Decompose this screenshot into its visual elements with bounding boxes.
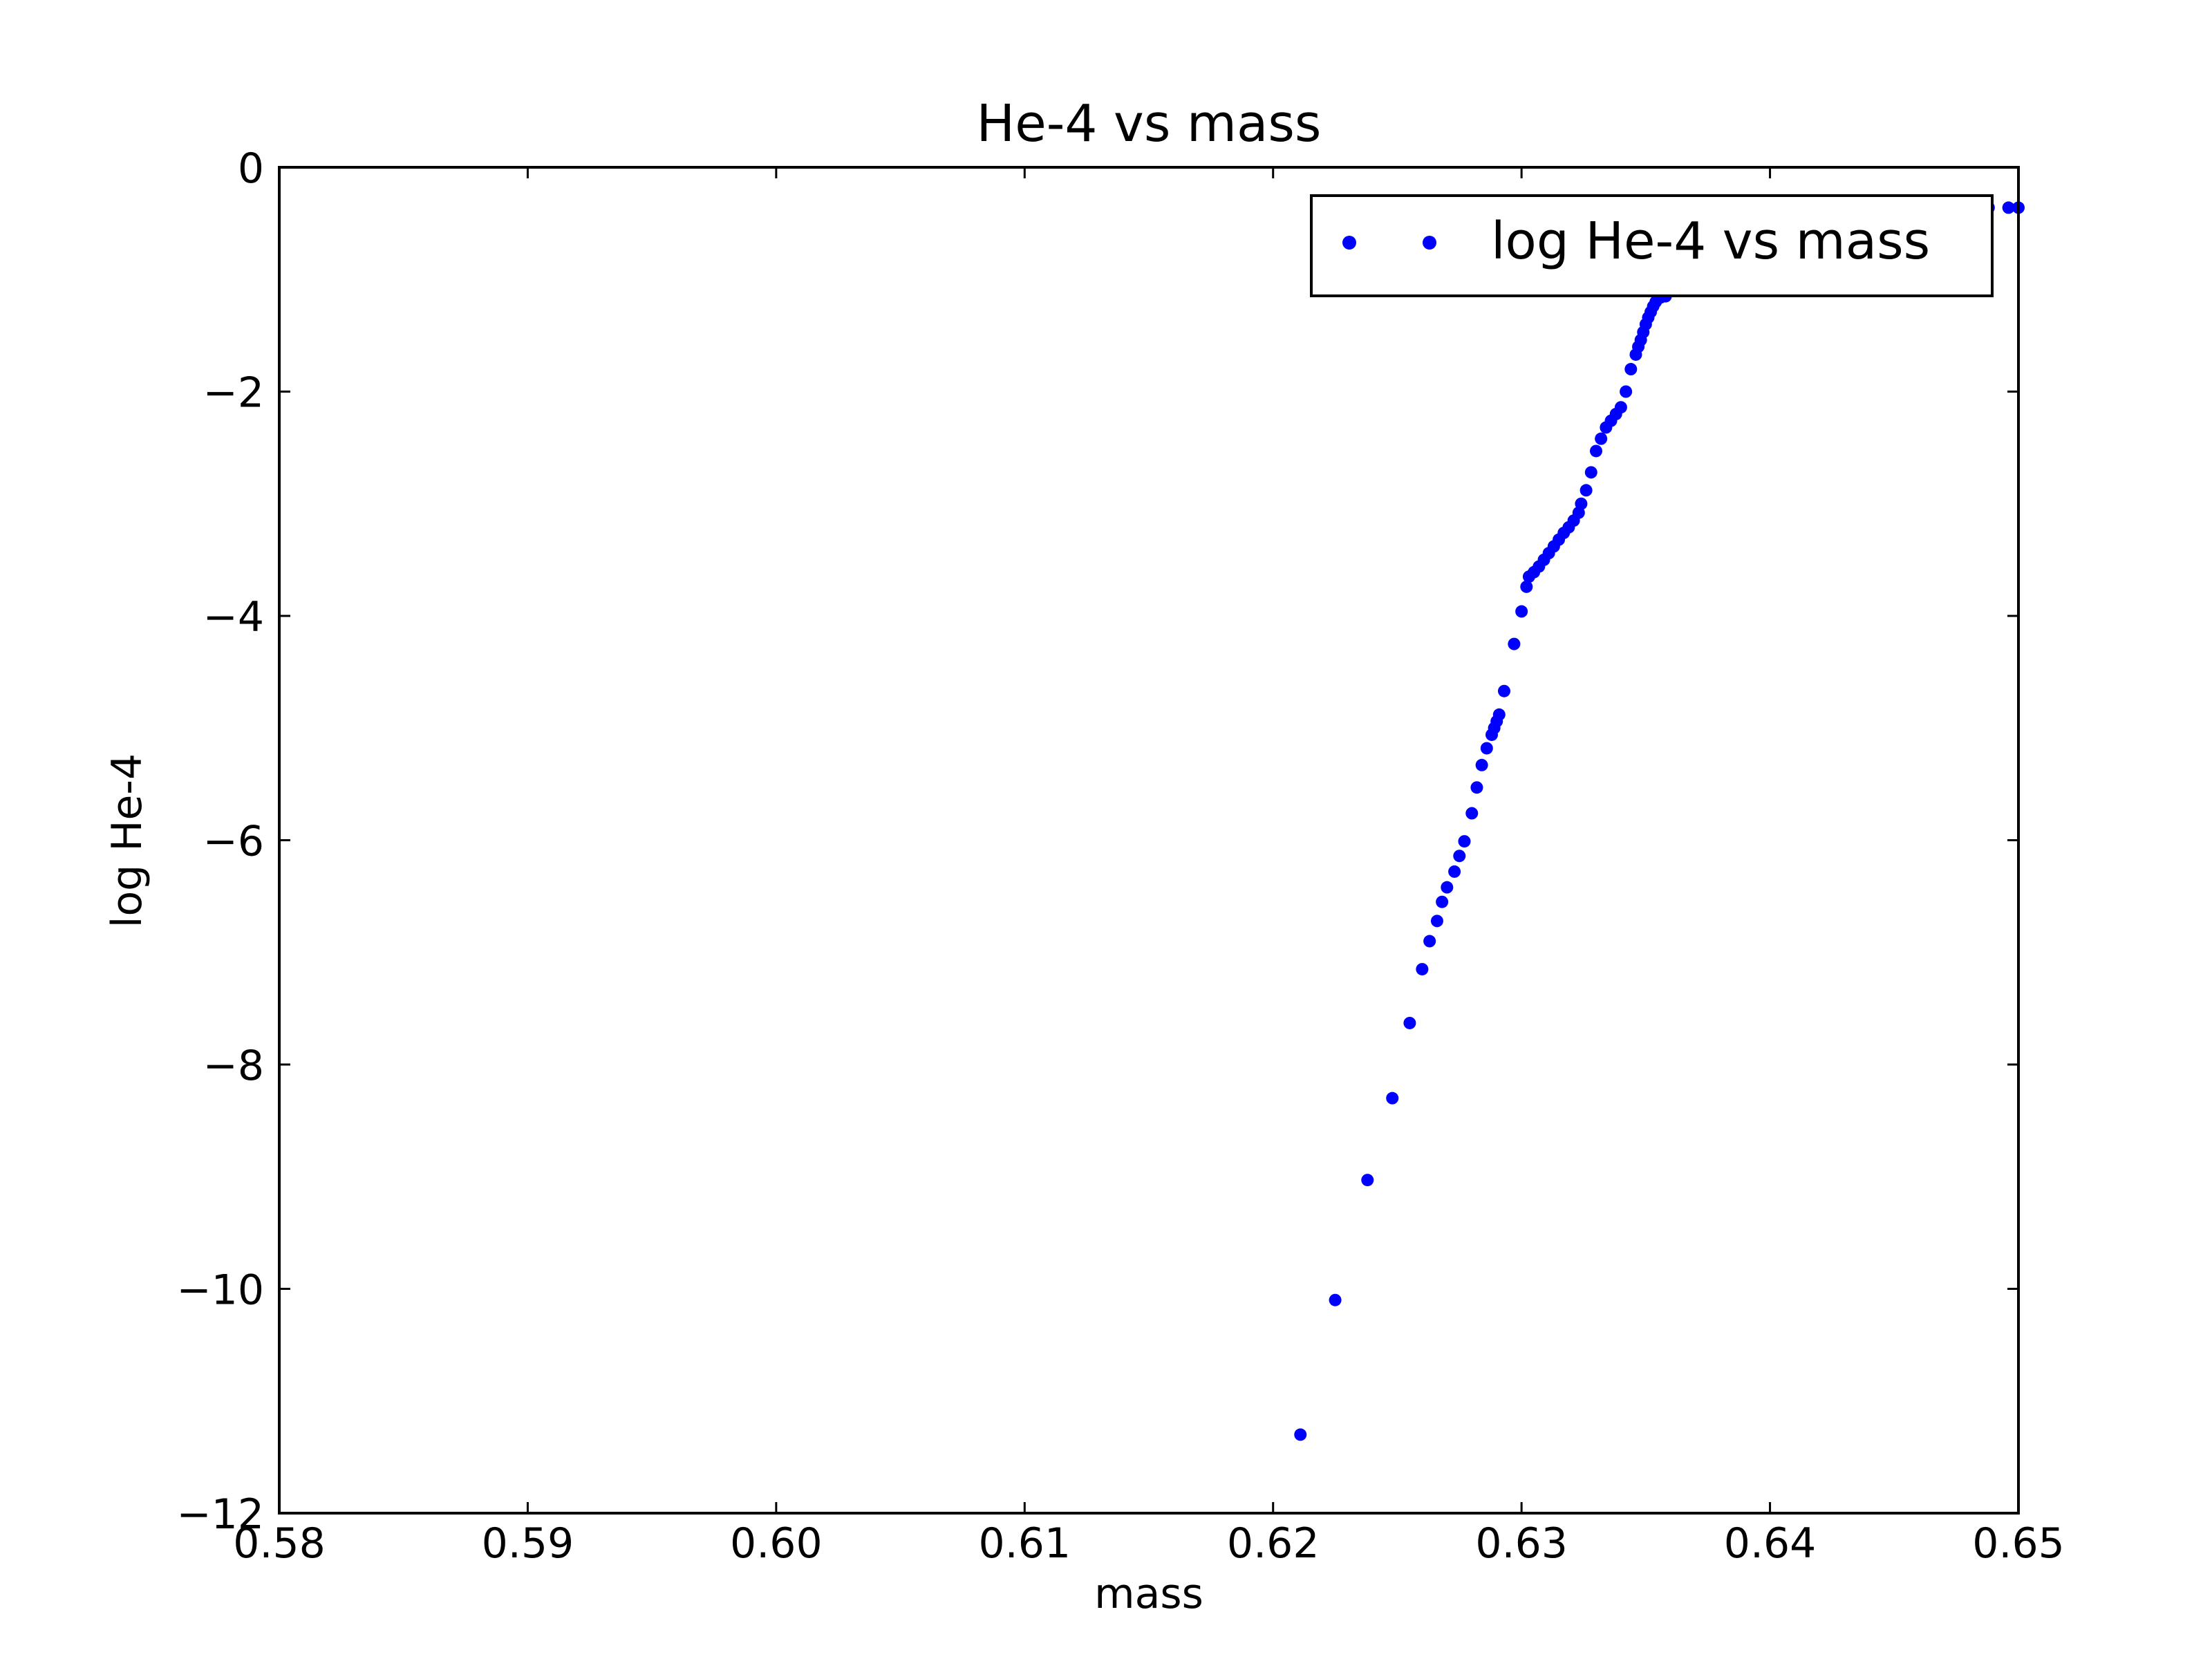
x-tick-label: 0.63 — [1475, 1519, 1568, 1568]
x-tick-label: 0.64 — [1724, 1519, 1817, 1568]
x-tick-label: 0.58 — [233, 1519, 326, 1568]
data-point — [1430, 915, 1443, 928]
legend-marker-1 — [1342, 236, 1356, 250]
legend-box — [1310, 194, 1994, 297]
data-point — [1589, 444, 1602, 458]
data-point — [1416, 963, 1429, 976]
y-tick-label: −8 — [203, 1042, 264, 1090]
data-point — [1492, 708, 1506, 721]
x-tick-label: 0.61 — [978, 1519, 1071, 1568]
data-point — [1614, 401, 1627, 414]
y-tick-label: −6 — [203, 818, 264, 866]
plot-area — [278, 166, 2020, 1515]
chart-title: He-4 vs mass — [977, 94, 1322, 153]
x-tick-labels: 0.58 0.59 0.60 0.61 0.62 0.63 0.64 0.65 — [233, 1519, 2065, 1568]
legend: log He-4 vs mass — [1310, 194, 1994, 297]
y-tick-label: 0 — [238, 144, 264, 193]
x-tick-label: 0.60 — [730, 1519, 823, 1568]
data-point — [1386, 1091, 1399, 1105]
data-point — [1329, 1293, 1342, 1306]
data-point — [1361, 1174, 1374, 1187]
data-point — [1436, 895, 1449, 908]
y-tick-labels: 0 −2 −4 −6 −8 −10 −12 — [176, 144, 264, 1539]
data-point — [1624, 363, 1638, 376]
x-tick-label: 0.62 — [1227, 1519, 1320, 1568]
y-tick-label: −12 — [176, 1490, 264, 1539]
data-point — [1497, 684, 1510, 697]
x-tick-label: 0.65 — [1972, 1519, 2065, 1568]
data-point — [1448, 865, 1461, 878]
data-point — [1453, 850, 1466, 863]
data-point — [1294, 1428, 1307, 1441]
data-point — [1458, 835, 1471, 848]
data-point — [1423, 935, 1436, 948]
data-point — [1580, 484, 1593, 497]
data-point — [1403, 1016, 1416, 1029]
data-point — [1620, 385, 1633, 398]
data-point — [1584, 466, 1597, 479]
y-axis-label: log He-4 — [103, 753, 151, 928]
y-tick-label: −10 — [176, 1266, 264, 1315]
data-point — [2002, 201, 2015, 214]
y-tick-label: −4 — [203, 593, 264, 641]
y-tick-label: −2 — [203, 369, 264, 418]
x-axis-label: mass — [1094, 1570, 1203, 1618]
data-point — [1520, 580, 1533, 593]
legend-marker-2 — [1423, 236, 1436, 250]
data-point — [1575, 497, 1588, 510]
data-point — [1441, 881, 1454, 894]
data-point — [1595, 432, 1608, 445]
x-tick-label: 0.59 — [482, 1519, 574, 1568]
plot-frame-border — [278, 166, 2020, 1515]
data-point — [1508, 637, 1521, 650]
data-point — [1465, 807, 1479, 820]
legend-label: log He-4 vs mass — [1491, 212, 1930, 271]
data-point — [1515, 605, 1528, 618]
data-point — [1470, 781, 1483, 794]
data-point — [1475, 758, 1488, 771]
data-point — [1480, 742, 1493, 755]
